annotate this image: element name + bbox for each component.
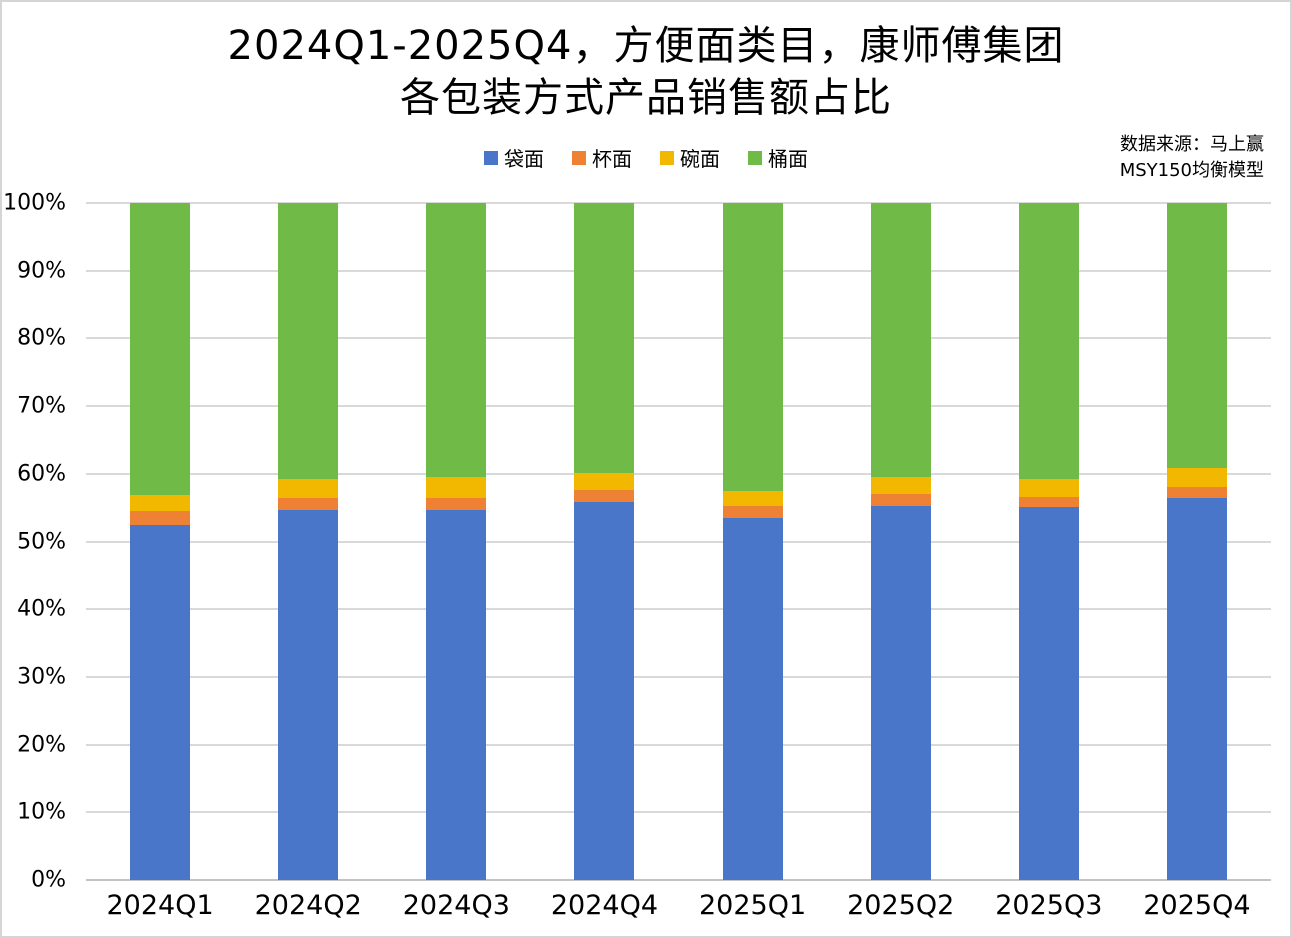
- bar-2024Q3-segment-bowl-noodles: [426, 477, 487, 498]
- plot-area: [86, 202, 1271, 881]
- y-tick-label-10: 10%: [17, 799, 66, 825]
- legend-label-bowl-noodles: 碗面: [680, 147, 720, 171]
- gridline-70: [86, 405, 1271, 408]
- bar-2024Q1: [130, 203, 191, 880]
- bar-2025Q4: [1166, 203, 1227, 880]
- data-source-line-2: MSY150均衡模型: [1119, 160, 1264, 181]
- legend-label-bucket-noodles: 桶面: [768, 147, 808, 171]
- y-tick-label-30: 30%: [17, 664, 66, 690]
- legend-label-cup-noodles: 杯面: [592, 147, 632, 171]
- bar-2025Q2-segment-cup-noodles: [870, 494, 931, 506]
- chart-title-line-1: 2024Q1-2025Q4，方便面类目，康师傅集团: [227, 23, 1065, 69]
- gridline-60: [86, 472, 1271, 475]
- x-tick-label-2024Q3: 2024Q3: [402, 890, 510, 921]
- legend-item-bowl-noodles: 碗面: [660, 143, 720, 172]
- legend-swatch-bucket-noodles-icon: [748, 150, 762, 165]
- y-tick-label-70: 70%: [17, 393, 66, 419]
- gridline-100: [86, 202, 1271, 204]
- bar-2025Q2-segment-bucket-noodles: [870, 203, 931, 478]
- data-source-note: 数据来源：马上赢 MSY150均衡模型: [1120, 132, 1264, 184]
- bar-2024Q3-segment-bucket-noodles: [426, 203, 487, 478]
- legend-item-cup-noodles: 杯面: [572, 143, 632, 172]
- x-tick-label-2024Q1: 2024Q1: [106, 890, 214, 921]
- legend-item-bucket-noodles: 桶面: [748, 143, 808, 172]
- gridline-20: [86, 743, 1271, 746]
- legend-item-bag-noodles: 袋面: [484, 143, 544, 172]
- bar-2025Q1: [722, 203, 783, 880]
- y-tick-label-0: 0%: [31, 867, 66, 893]
- bar-2025Q2-segment-bag-noodles: [870, 505, 931, 880]
- bar-2025Q2-segment-bowl-noodles: [870, 477, 931, 495]
- y-tick-label-60: 60%: [17, 461, 66, 487]
- bar-2025Q3-segment-bag-noodles: [1018, 506, 1079, 880]
- x-tick-label-2025Q2: 2025Q2: [847, 890, 955, 921]
- x-tick-label-2024Q4: 2024Q4: [550, 890, 659, 921]
- x-tick-label-2025Q3: 2025Q3: [995, 890, 1103, 921]
- bar-2025Q1-segment-bucket-noodles: [722, 203, 783, 492]
- legend-swatch-bowl-noodles-icon: [660, 150, 674, 165]
- bar-2025Q4-segment-cup-noodles: [1166, 487, 1227, 498]
- y-tick-label-90: 90%: [17, 258, 66, 284]
- chart-legend: 袋面 杯面 碗面 桶面: [2, 143, 1290, 172]
- bar-2025Q3-segment-bucket-noodles: [1018, 203, 1079, 480]
- bar-2024Q3-segment-cup-noodles: [426, 497, 487, 511]
- bar-2025Q1-segment-cup-noodles: [722, 506, 783, 518]
- bar-2024Q4-segment-cup-noodles: [574, 490, 635, 503]
- bar-2024Q3: [426, 203, 487, 880]
- y-axis: 0% 10% 20% 30% 40% 50% 60% 70% 80% 90% 100%: [2, 191, 72, 893]
- bar-2025Q4-segment-bucket-noodles: [1166, 203, 1227, 469]
- bar-2025Q3-segment-bowl-noodles: [1018, 479, 1079, 497]
- gridline-90: [86, 269, 1271, 272]
- legend-swatch-cup-noodles-icon: [572, 150, 586, 165]
- y-tick-label-20: 20%: [17, 732, 66, 758]
- bar-2024Q1-segment-bag-noodles: [130, 524, 191, 880]
- bar-2025Q3-segment-cup-noodles: [1018, 496, 1079, 507]
- bar-2025Q4-segment-bag-noodles: [1166, 497, 1227, 880]
- legend-label-bag-noodles: 袋面: [504, 147, 544, 171]
- bar-2024Q1-segment-cup-noodles: [130, 511, 191, 525]
- legend-swatch-bag-noodles-icon: [484, 150, 498, 165]
- bar-2024Q4-segment-bag-noodles: [574, 502, 635, 880]
- bar-2025Q1-segment-bowl-noodles: [722, 491, 783, 507]
- bar-2024Q2-segment-bucket-noodles: [278, 203, 339, 479]
- bar-2025Q1-segment-bag-noodles: [722, 517, 783, 880]
- x-tick-label-2024Q2: 2024Q2: [254, 890, 362, 921]
- bar-2024Q2-segment-bowl-noodles: [278, 478, 339, 498]
- bar-2024Q4: [574, 203, 635, 880]
- gridline-50: [86, 540, 1271, 543]
- y-tick-label-100: 100%: [3, 190, 66, 216]
- bar-2024Q3-segment-bag-noodles: [426, 510, 487, 880]
- gridline-0: [86, 879, 1271, 881]
- bar-2024Q1-segment-bucket-noodles: [130, 203, 191, 495]
- chart-title: 2024Q1-2025Q4，方便面类目，康师傅集团 各包装方式产品销售额占比: [2, 20, 1290, 124]
- x-tick-label-2025Q1: 2025Q1: [698, 890, 807, 921]
- bar-2024Q4-segment-bowl-noodles: [574, 473, 635, 491]
- bar-2024Q2-segment-cup-noodles: [278, 497, 339, 511]
- bar-2024Q2-segment-bag-noodles: [278, 510, 339, 880]
- gridline-30: [86, 675, 1271, 678]
- bar-2025Q4-segment-bowl-noodles: [1166, 468, 1227, 488]
- bar-2024Q4-segment-bucket-noodles: [574, 203, 635, 474]
- x-axis: 2024Q1 2024Q2 2024Q3 2024Q4 2025Q1 2025Q2 2025…: [86, 890, 1271, 924]
- x-tick-label-2025Q4: 2025Q4: [1143, 890, 1251, 921]
- bar-2025Q3: [1018, 203, 1079, 880]
- y-tick-label-50: 50%: [17, 529, 66, 554]
- bar-2024Q1-segment-bowl-noodles: [130, 494, 191, 512]
- y-tick-label-80: 80%: [17, 325, 66, 351]
- gridline-40: [86, 608, 1271, 611]
- gridline-80: [86, 337, 1271, 340]
- bar-2024Q2: [278, 203, 339, 880]
- data-source-line-1: 数据来源：马上赢: [1120, 134, 1264, 155]
- bar-2025Q2: [870, 203, 931, 880]
- y-tick-label-40: 40%: [17, 596, 66, 622]
- chart-title-line-2: 各包装方式产品销售额占比: [400, 75, 892, 121]
- gridline-10: [86, 811, 1271, 814]
